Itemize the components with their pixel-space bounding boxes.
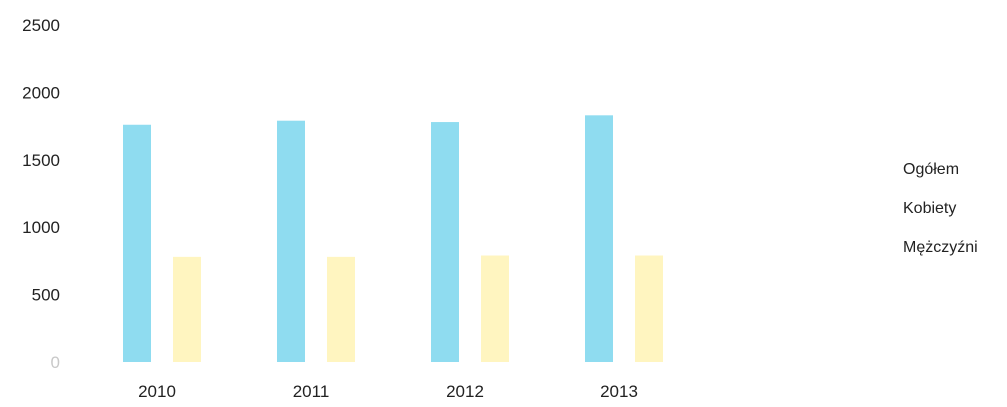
bar-Mężczyźni-2010 — [173, 256, 201, 362]
bar-Ogółem-2013 — [585, 115, 613, 362]
y-tick-label: 0 — [51, 353, 60, 372]
y-tick-label: 2000 — [22, 83, 60, 102]
y-tick-label: 500 — [32, 286, 60, 305]
bars — [123, 115, 663, 362]
y-tick-label: 1500 — [22, 151, 60, 170]
legend-entry: Kobiety — [903, 200, 956, 217]
y-tick-label: 2500 — [22, 16, 60, 35]
x-tick-label: 2012 — [446, 382, 484, 401]
legend-entry: Mężczyźni — [903, 239, 978, 256]
legend: Ogółem Kobiety Mężczyźni — [903, 161, 978, 256]
bar-Mężczyźni-2013 — [635, 255, 663, 362]
legend-entry: Ogółem — [903, 161, 959, 178]
x-axis: 2010 2011 2012 2013 — [138, 382, 638, 401]
bar-Mężczyźni-2011 — [327, 256, 355, 362]
x-tick-label: 2013 — [600, 382, 638, 401]
y-axis: 0 500 1000 1500 2000 2500 — [22, 16, 60, 372]
x-tick-label: 2010 — [138, 382, 176, 401]
bar-Ogółem-2011 — [277, 120, 305, 362]
bar-Ogółem-2010 — [123, 124, 151, 362]
x-tick-label: 2011 — [293, 382, 330, 401]
bar-Mężczyźni-2012 — [481, 255, 509, 362]
y-tick-label: 1000 — [22, 218, 60, 237]
bar-Ogółem-2012 — [431, 122, 459, 362]
